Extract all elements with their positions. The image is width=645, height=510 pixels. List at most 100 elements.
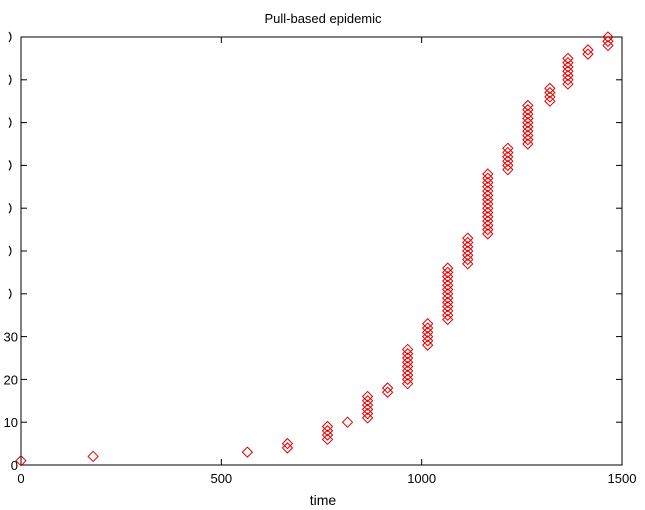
data-point-marker bbox=[462, 258, 474, 270]
data-point-marker bbox=[562, 69, 574, 82]
y-tick-label-cropped bbox=[8, 117, 12, 128]
data-point-marker bbox=[442, 296, 454, 309]
data-point-marker bbox=[361, 399, 374, 411]
data-point-marker bbox=[522, 112, 534, 125]
data-point-marker bbox=[381, 382, 394, 394]
data-point-marker bbox=[482, 215, 494, 227]
data-point-marker bbox=[462, 236, 474, 249]
data-point-marker bbox=[502, 159, 514, 172]
data-point-marker bbox=[582, 44, 594, 56]
y-tick-label-cropped bbox=[8, 31, 12, 43]
data-point-marker bbox=[522, 116, 534, 129]
data-point-marker bbox=[87, 450, 99, 463]
data-point-marker bbox=[544, 82, 556, 95]
data-point-marker bbox=[544, 86, 556, 99]
data-point-marker bbox=[281, 437, 294, 450]
y-tick-label: 0 bbox=[11, 458, 18, 473]
y-tick-label-cropped bbox=[8, 160, 12, 171]
data-point-marker bbox=[321, 433, 334, 446]
data-point-marker bbox=[442, 309, 454, 321]
data-point-marker bbox=[482, 206, 494, 219]
data-point-marker bbox=[544, 91, 556, 103]
data-point-marker bbox=[442, 266, 454, 279]
data-point-marker bbox=[522, 125, 534, 137]
data-markers bbox=[15, 31, 614, 467]
data-point-marker bbox=[241, 446, 254, 458]
data-point-marker bbox=[522, 138, 534, 150]
data-point-marker bbox=[421, 318, 434, 330]
y-axis-ticks: 0 10 20 30 bbox=[4, 31, 622, 473]
chart-title: Pull-based epidemic bbox=[264, 11, 382, 26]
data-point-marker bbox=[361, 412, 374, 424]
data-point-marker bbox=[381, 386, 394, 398]
data-point-marker bbox=[544, 95, 556, 107]
y-tick-label: 30 bbox=[4, 330, 18, 345]
data-point-marker bbox=[502, 146, 514, 159]
data-point-marker bbox=[562, 56, 574, 69]
data-point-marker bbox=[562, 74, 574, 86]
data-point-marker bbox=[361, 390, 374, 403]
data-point-marker bbox=[442, 283, 454, 296]
y-tick-label-cropped bbox=[8, 74, 12, 86]
x-tick-label: 500 bbox=[210, 471, 232, 486]
data-point-marker bbox=[442, 300, 454, 313]
data-point-marker bbox=[401, 352, 414, 364]
data-point-marker bbox=[602, 39, 614, 52]
data-point-marker bbox=[401, 377, 414, 390]
data-point-marker bbox=[482, 168, 494, 180]
data-point-marker bbox=[281, 442, 294, 454]
data-point-marker bbox=[482, 202, 494, 214]
data-point-marker bbox=[482, 219, 494, 232]
data-point-marker bbox=[482, 172, 494, 184]
data-point-marker bbox=[522, 134, 534, 146]
data-point-marker bbox=[401, 348, 414, 360]
data-point-marker bbox=[421, 322, 434, 334]
x-axis-ticks: 0 500 1000 1500 bbox=[17, 37, 636, 486]
data-point-marker bbox=[321, 420, 334, 433]
data-point-marker bbox=[401, 373, 414, 386]
data-point-marker bbox=[15, 455, 27, 467]
data-point-marker bbox=[321, 429, 334, 441]
data-point-marker bbox=[421, 326, 434, 339]
data-point-marker bbox=[502, 151, 514, 163]
data-point-marker bbox=[482, 181, 494, 193]
data-point-marker bbox=[341, 416, 354, 428]
data-point-marker bbox=[482, 198, 494, 210]
data-point-marker bbox=[522, 104, 534, 116]
x-tick-label: 1000 bbox=[407, 471, 436, 486]
data-point-marker bbox=[482, 176, 494, 189]
data-point-marker bbox=[462, 253, 474, 266]
data-point-marker bbox=[442, 262, 454, 274]
x-tick-label: 1500 bbox=[608, 471, 637, 486]
data-point-marker bbox=[482, 223, 494, 236]
plot-area-frame bbox=[20, 36, 623, 466]
data-point-marker bbox=[582, 48, 594, 60]
data-point-marker bbox=[522, 108, 534, 120]
data-point-marker bbox=[442, 279, 454, 291]
data-point-marker bbox=[562, 61, 574, 73]
data-point-marker bbox=[482, 189, 494, 202]
data-point-marker bbox=[522, 121, 534, 133]
data-point-marker bbox=[562, 52, 574, 65]
data-point-marker bbox=[442, 292, 454, 304]
data-point-marker bbox=[401, 356, 414, 368]
data-point-marker bbox=[562, 65, 574, 77]
data-point-marker bbox=[462, 249, 474, 261]
data-point-marker bbox=[462, 241, 474, 253]
data-point-marker bbox=[462, 232, 474, 244]
data-point-marker bbox=[602, 35, 614, 47]
data-point-marker bbox=[361, 395, 374, 407]
data-point-marker bbox=[401, 369, 414, 381]
data-point-marker bbox=[442, 270, 454, 283]
data-point-marker bbox=[502, 155, 514, 167]
data-point-marker bbox=[482, 185, 494, 197]
data-point-marker bbox=[482, 211, 494, 223]
data-point-marker bbox=[401, 343, 414, 356]
data-point-marker bbox=[462, 245, 474, 257]
data-point-marker bbox=[522, 99, 534, 112]
data-point-marker bbox=[401, 365, 414, 377]
data-point-marker bbox=[361, 407, 374, 420]
y-tick-label-cropped bbox=[8, 288, 12, 300]
y-tick-label: 20 bbox=[4, 372, 18, 387]
